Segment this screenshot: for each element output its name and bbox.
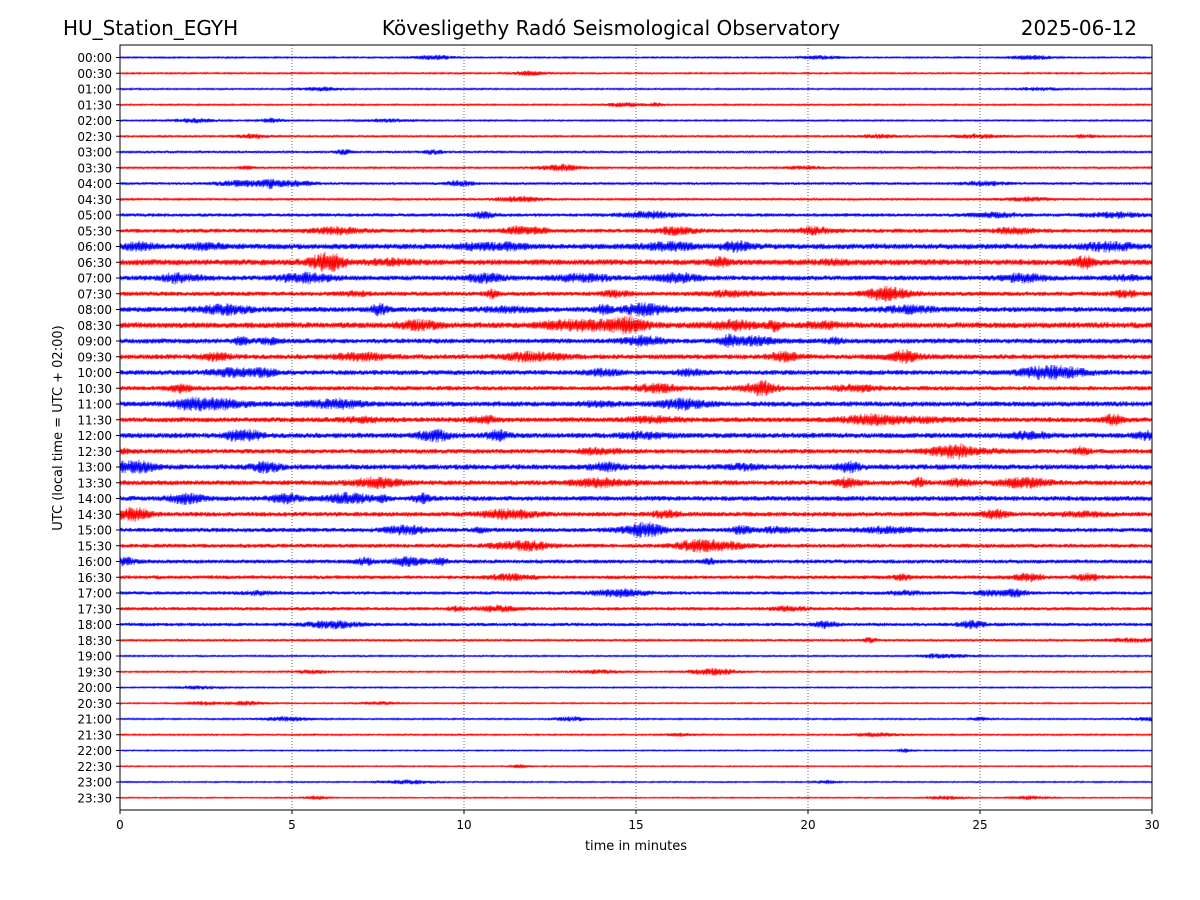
x-axis: 0 5 10 15 20 25 30 xyxy=(116,810,1160,832)
y-tick-label: 02:30 xyxy=(77,130,112,144)
y-tick-label: 00:00 xyxy=(77,51,112,65)
y-tick-label: 03:30 xyxy=(77,161,112,175)
trace-0300 xyxy=(119,148,1153,156)
y-tick-label: 21:00 xyxy=(77,713,112,727)
y-tick-label: 01:30 xyxy=(77,98,112,112)
trace-1100 xyxy=(119,396,1153,412)
y-tick-label: 12:00 xyxy=(77,429,112,443)
x-tick-label: 30 xyxy=(1144,818,1159,832)
x-tick-label: 15 xyxy=(628,818,643,832)
y-tick-label: 15:00 xyxy=(77,524,112,538)
trace-2030 xyxy=(119,700,1153,707)
x-tick-label: 20 xyxy=(800,818,815,832)
trace-1330 xyxy=(119,476,1153,490)
y-tick-label: 20:00 xyxy=(77,681,112,695)
y-tick-label: 22:00 xyxy=(77,744,112,758)
y-tick-label: 14:30 xyxy=(77,508,112,522)
y-tick-label: 00:30 xyxy=(77,67,112,81)
y-tick-label: 07:00 xyxy=(77,272,112,286)
trace-2300 xyxy=(119,779,1153,785)
y-tick-label: 10:00 xyxy=(77,366,112,380)
x-tick-label: 25 xyxy=(972,818,987,832)
y-tick-label: 21:30 xyxy=(77,728,112,742)
y-tick-label: 05:00 xyxy=(77,209,112,223)
y-tick-label: 19:00 xyxy=(77,650,112,664)
trace-0100 xyxy=(119,86,1153,92)
trace-group xyxy=(119,54,1153,801)
y-tick-label: 15:30 xyxy=(77,539,112,553)
y-tick-label: 08:00 xyxy=(77,303,112,317)
x-tick-label: 0 xyxy=(116,818,124,832)
y-tick-label: 17:30 xyxy=(77,602,112,616)
y-tick-label: 02:00 xyxy=(77,114,112,128)
y-tick-label: 09:30 xyxy=(77,350,112,364)
observatory-title: Kövesligethy Radó Seismological Observat… xyxy=(381,16,841,40)
y-tick-label: 10:30 xyxy=(77,382,112,396)
y-tick-label: 01:00 xyxy=(77,83,112,97)
trace-0500 xyxy=(119,210,1153,220)
y-tick-label: 06:30 xyxy=(77,256,112,270)
trace-1500 xyxy=(119,521,1153,538)
y-tick-label: 23:30 xyxy=(77,791,112,805)
y-tick-label: 16:30 xyxy=(77,571,112,585)
y-axis-label: UTC (local time = UTC + 02:00) xyxy=(51,325,66,530)
trace-0600 xyxy=(119,240,1153,253)
y-tick-label: 04:00 xyxy=(77,177,112,191)
y-tick-label: 08:30 xyxy=(77,319,112,333)
y-tick-label: 18:00 xyxy=(77,618,112,632)
y-tick-label: 16:00 xyxy=(77,555,112,569)
trace-2100 xyxy=(119,716,1153,722)
y-tick-label: 13:30 xyxy=(77,476,112,490)
trace-0830 xyxy=(119,316,1153,335)
y-tick-label: 11:30 xyxy=(77,413,112,427)
trace-0930 xyxy=(119,349,1153,365)
y-tick-label: 13:00 xyxy=(77,461,112,475)
y-tick-label: 18:30 xyxy=(77,634,112,648)
trace-1200 xyxy=(119,428,1153,443)
trace-1230 xyxy=(119,443,1153,460)
x-tick-label: 10 xyxy=(456,818,471,832)
trace-2330 xyxy=(119,795,1153,801)
vertical-grid xyxy=(291,45,981,810)
trace-1700 xyxy=(119,588,1153,598)
date-title: 2025-06-12 xyxy=(1020,16,1137,40)
trace-1630 xyxy=(119,572,1153,583)
y-tick-label: 05:30 xyxy=(77,224,112,238)
y-tick-label: 22:30 xyxy=(77,760,112,774)
y-tick-label: 12:30 xyxy=(77,445,112,459)
trace-1730 xyxy=(119,604,1153,613)
y-tick-label: 11:00 xyxy=(77,398,112,412)
x-axis-label: time in minutes xyxy=(585,839,687,854)
trace-1900 xyxy=(119,653,1153,659)
trace-0330 xyxy=(119,163,1153,172)
y-tick-label: 09:00 xyxy=(77,335,112,349)
y-tick-label: 03:00 xyxy=(77,146,112,160)
y-tick-label: 23:00 xyxy=(77,776,112,790)
y-tick-label: 04:30 xyxy=(77,193,112,207)
trace-2230 xyxy=(119,763,1153,769)
station-title: HU_Station_EGYH xyxy=(63,16,239,40)
trace-1130 xyxy=(119,413,1153,427)
y-tick-label: 20:30 xyxy=(77,697,112,711)
trace-0630 xyxy=(119,251,1153,273)
y-tick-label: 07:30 xyxy=(77,287,112,301)
y-tick-label: 06:00 xyxy=(77,240,112,254)
y-tick-label: 19:30 xyxy=(77,665,112,679)
y-tick-label: 17:00 xyxy=(77,587,112,601)
x-tick-label: 5 xyxy=(288,818,296,832)
y-tick-label: 14:00 xyxy=(77,492,112,506)
